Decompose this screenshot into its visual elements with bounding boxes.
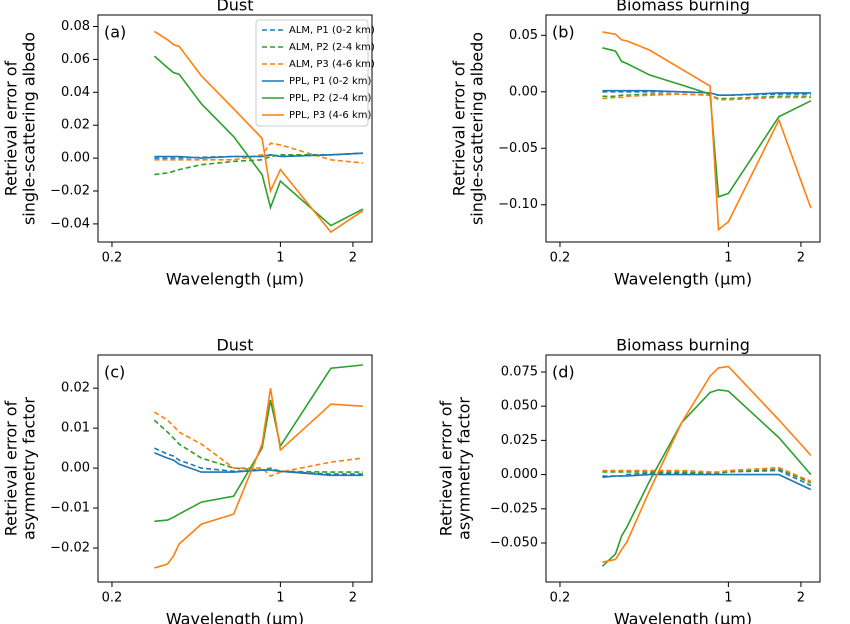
panel-title: Biomass burning [616,0,750,15]
series-line [602,31,812,232]
series-line [154,388,363,569]
x-tick-label: 1 [724,251,732,266]
x-tick-label: 2 [349,251,357,266]
y-tick-label: 0.050 [501,399,538,414]
panel-label: (b) [552,23,575,42]
y-tick-label: 0.075 [501,364,538,379]
y-tick-label: 0.01 [61,421,90,436]
series-line [154,142,363,164]
y-axis-label: Retrieval error of [2,60,21,196]
series-line [602,93,811,100]
y-axis-label: Retrieval error of [2,400,21,536]
series-line [154,152,363,159]
y-tick-label: −0.05 [498,141,538,156]
legend-label: PPL, P3 (4-6 km) [289,110,372,121]
x-tick-label: 0.2 [102,591,123,606]
x-axis-label: Wavelength (µm) [614,270,752,289]
y-axis-label: Retrieval error of [437,400,456,536]
y-tick-label: 0.06 [61,52,90,67]
series-line [154,152,363,159]
axes-frame [97,14,373,243]
panel-label: (c) [104,363,125,382]
y-tick-label: 0.02 [61,118,90,133]
panel-title: Dust [216,0,253,15]
y-tick-label: 0.00 [61,461,90,476]
x-tick-label: 2 [797,251,805,266]
legend-label: ALM, P1 (0-2 km) [289,25,375,36]
legend-label: ALM, P3 (4-6 km) [289,59,375,70]
y-tick-label: 0.000 [501,467,538,482]
x-tick-label: 1 [724,591,732,606]
y-tick-label: 0.00 [509,84,538,99]
x-axis-label: Wavelength (µm) [614,610,752,624]
axes-frame [545,14,821,243]
y-axis-label: single-scattering albedo [468,32,487,225]
y-tick-label: 0.00 [61,151,90,166]
y-tick-label: −0.10 [498,197,538,212]
series-line [601,388,812,567]
series-line [153,55,364,227]
series-line [153,419,363,473]
panel-title: Dust [216,336,253,355]
y-tick-label: 0.02 [61,381,90,396]
series-line [602,466,812,483]
y-tick-label: −0.01 [50,501,90,516]
legend-box [255,19,369,127]
y-tick-label: −0.02 [50,184,90,199]
y-tick-label: −0.025 [490,501,538,516]
x-tick-label: 0.2 [102,251,123,266]
series-line [153,411,363,478]
x-tick-label: 1 [276,251,284,266]
axes-frame [97,354,373,583]
x-tick-label: 1 [276,591,284,606]
legend-label: ALM, P2 (2-4 km) [289,42,375,53]
legend-label: PPL, P2 (2-4 km) [289,93,372,104]
series-line [154,152,363,176]
x-tick-label: 0.2 [550,251,571,266]
y-axis-label: single-scattering albedo [20,32,39,225]
y-tick-label: 0.05 [509,28,538,43]
series-line [154,452,363,477]
y-tick-label: −0.02 [50,541,90,556]
y-tick-label: −0.04 [50,216,90,231]
series-line [602,468,812,484]
series-line [602,93,811,101]
y-tick-label: 0.025 [501,433,538,448]
series-line [153,30,364,234]
axes-frame [545,354,821,583]
x-axis-label: Wavelength (µm) [166,610,304,624]
x-tick-label: 2 [797,591,805,606]
series-line [602,365,812,563]
panel-label: (d) [552,363,575,382]
y-tick-label: −0.050 [490,536,538,551]
series-line [154,364,363,523]
series-line [602,89,811,96]
x-tick-label: 0.2 [550,591,571,606]
panel-title: Biomass burning [616,336,750,355]
x-axis-label: Wavelength (µm) [166,270,304,289]
y-axis-label: asymmetry factor [455,397,474,540]
series-line [602,91,811,96]
x-tick-label: 2 [349,591,357,606]
series-line [602,47,812,198]
series-line [602,473,812,491]
panel-label: (a) [104,23,126,42]
y-axis-label: asymmetry factor [20,397,39,540]
y-tick-label: 0.08 [61,19,90,34]
y-axis-label: Retrieval error of [450,60,469,196]
legend-label: PPL, P1 (0-2 km) [289,76,372,87]
y-tick-label: 0.04 [61,85,90,100]
